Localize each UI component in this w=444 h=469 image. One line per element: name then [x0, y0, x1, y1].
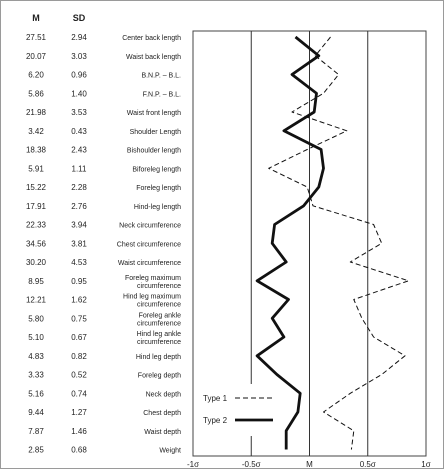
- sd-value: 2.76: [71, 202, 87, 211]
- sd-value: 1.62: [71, 296, 87, 305]
- row-label: F.N.P. – B.L.: [143, 91, 181, 98]
- row-label: Hind-leg length: [134, 204, 181, 211]
- sd-value: 0.43: [71, 127, 87, 136]
- plot-area: -1σ -0.5σ M 0.5σ 1σ Type 1 Type 2: [187, 30, 431, 468]
- row-label: Weight: [159, 448, 181, 455]
- sd-value: 3.03: [71, 52, 87, 61]
- mean-value: 5.80: [28, 314, 44, 323]
- sd-value: 0.82: [71, 352, 87, 361]
- sd-value: 4.53: [71, 258, 87, 267]
- row-label: Biforeleg length: [132, 166, 181, 173]
- data-table: 27.51 2.94 Center back length 20.07 3.03 Wais…: [26, 33, 181, 455]
- series-line-type-2: [255, 35, 325, 450]
- mean-value: 30.20: [26, 258, 47, 267]
- row-label: circumference: [137, 339, 181, 346]
- mean-value: 6.20: [28, 71, 44, 80]
- mean-value: 3.42: [28, 127, 44, 136]
- row-label: Foreleg depth: [138, 373, 181, 380]
- row-label: Shoulder Length: [130, 129, 181, 136]
- mean-value: 3.33: [28, 371, 44, 380]
- row-label: Foreleg maximum: [125, 275, 181, 282]
- row-label: B.N.P. – B.L.: [141, 73, 181, 80]
- mean-value: 20.07: [26, 52, 47, 61]
- sd-value: 1.27: [71, 408, 87, 417]
- sd-column-header: SD: [73, 13, 86, 23]
- row-label: Hind leg depth: [136, 354, 181, 361]
- mean-value: 15.22: [26, 183, 47, 192]
- sd-value: 2.94: [71, 33, 87, 42]
- legend-label: Type 1: [203, 394, 228, 403]
- sd-value: 2.43: [71, 146, 87, 155]
- row-label: Foreleg length: [136, 185, 181, 192]
- sd-value: 3.94: [71, 221, 87, 230]
- mean-value: 22.33: [26, 221, 47, 230]
- legend-label: Type 2: [203, 416, 228, 425]
- row-label: circumference: [137, 283, 181, 290]
- x-tick-label: M: [306, 460, 313, 468]
- row-label: Chest depth: [143, 410, 181, 417]
- sd-value: 0.96: [71, 71, 87, 80]
- mean-value: 9.44: [28, 408, 44, 417]
- mean-value: 5.16: [28, 389, 44, 398]
- sd-value: 3.53: [71, 108, 87, 117]
- mean-value: 8.95: [28, 277, 44, 286]
- row-label: Bishoulder length: [127, 148, 181, 155]
- x-tick-label: -0.5σ: [242, 460, 261, 468]
- row-label: Waist back length: [126, 54, 181, 61]
- mean-value: 18.38: [26, 146, 47, 155]
- mean-value: 5.91: [28, 164, 44, 173]
- sd-value: 0.67: [71, 333, 87, 342]
- mean-value: 5.86: [28, 89, 44, 98]
- legend-box: [199, 384, 279, 436]
- mean-value: 17.91: [26, 202, 47, 211]
- row-label: Neck depth: [146, 391, 182, 398]
- row-label: Hind leg ankle: [137, 331, 181, 338]
- mean-value: 34.56: [26, 239, 47, 248]
- sd-value: 0.75: [71, 314, 87, 323]
- sd-value: 1.46: [71, 427, 87, 436]
- mean-value: 2.85: [28, 446, 44, 455]
- row-label: Waist circumference: [118, 260, 181, 267]
- row-label: Waist front length: [127, 110, 181, 117]
- sd-value: 0.74: [71, 389, 87, 398]
- sd-value: 0.52: [71, 371, 87, 380]
- row-label: Center back length: [122, 35, 181, 42]
- sd-value: 2.28: [71, 183, 87, 192]
- sd-value: 1.40: [71, 89, 87, 98]
- mean-value: 5.10: [28, 333, 44, 342]
- x-tick-label: -1σ: [187, 460, 199, 468]
- mean-value: 7.87: [28, 427, 44, 436]
- m-column-header: M: [32, 13, 40, 23]
- x-tick-label: 0.5σ: [360, 460, 376, 468]
- series-line-type-1: [268, 36, 409, 450]
- mean-value: 4.83: [28, 352, 44, 361]
- sd-value: 1.11: [72, 164, 88, 173]
- mean-value: 27.51: [26, 33, 47, 42]
- row-label: Waist depth: [144, 429, 181, 436]
- row-label: Hind leg maximum: [123, 294, 181, 301]
- sd-value: 0.95: [71, 277, 87, 286]
- mean-value: 21.98: [26, 108, 47, 117]
- row-label: Foreleg ankle: [139, 312, 182, 319]
- row-label: circumference: [137, 320, 181, 327]
- row-label: Chest circumference: [117, 241, 181, 248]
- mean-value: 12.21: [26, 296, 47, 305]
- row-label: Neck circumference: [119, 223, 181, 230]
- row-label: circumference: [137, 302, 181, 309]
- sd-value: 0.68: [71, 446, 87, 455]
- sd-value: 3.81: [71, 239, 87, 248]
- x-tick-label: 1σ: [421, 460, 430, 468]
